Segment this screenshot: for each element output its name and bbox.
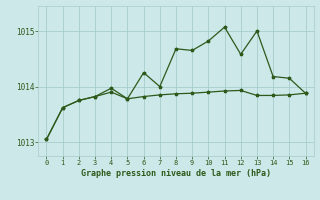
X-axis label: Graphe pression niveau de la mer (hPa): Graphe pression niveau de la mer (hPa) (81, 169, 271, 178)
